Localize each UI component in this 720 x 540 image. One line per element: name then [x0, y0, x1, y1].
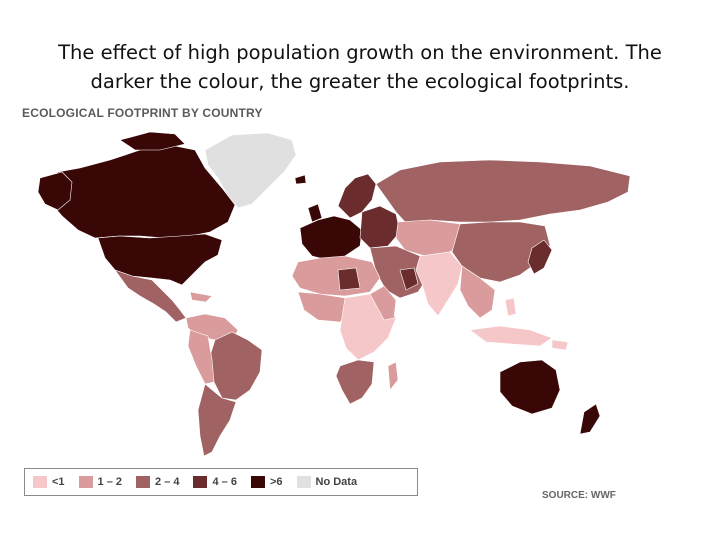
region-south-asia [415, 251, 463, 317]
legend-label: >6 [269, 476, 283, 488]
legend-label: <1 [52, 476, 65, 488]
region-indonesia [469, 325, 553, 347]
region-iceland [294, 174, 307, 185]
legend-item-gt6: >6 [250, 476, 283, 488]
region-eastern-europe [359, 205, 401, 249]
region-new-zealand [579, 403, 601, 435]
legend-swatch [193, 476, 208, 488]
region-north-africa [291, 255, 381, 297]
region-southeast-asia [459, 265, 496, 319]
region-caribbean [189, 291, 213, 303]
legend-label: 2 – 4 [155, 476, 180, 488]
region-greenland [204, 132, 297, 209]
region-southern-africa [335, 359, 375, 405]
map-source: SOURCE: WWF [542, 490, 616, 501]
region-canada [44, 144, 236, 239]
legend-item-1-2: 1 – 2 [78, 476, 123, 488]
region-japan [527, 239, 553, 275]
region-madagascar [387, 361, 399, 391]
region-gulf [399, 267, 419, 291]
region-arctic-islands [119, 131, 186, 151]
region-east-africa [369, 285, 397, 321]
region-russia [375, 159, 631, 223]
region-brazil [207, 331, 263, 401]
legend-swatch [136, 476, 151, 488]
legend-swatch [296, 476, 311, 488]
region-western-europe [299, 215, 363, 261]
map-title: ECOLOGICAL FOOTPRINT BY COUNTRY [22, 106, 263, 120]
legend-swatch [78, 476, 93, 488]
region-australia [499, 359, 561, 415]
legend-swatch [33, 476, 47, 488]
legend-item-4-6: 4 – 6 [193, 476, 237, 488]
legend-label: No Data [315, 476, 358, 488]
region-southern-cone [197, 383, 237, 457]
map-legend: <1 1 – 2 2 – 4 4 – 6 >6 No Data [24, 468, 418, 496]
region-andes [187, 329, 215, 385]
legend-swatch [250, 476, 265, 488]
legend-item-lt1: <1 [33, 476, 65, 488]
legend-item-no-data: No Data [296, 476, 358, 488]
region-philippines [504, 297, 517, 317]
caption-line-1: The effect of high population growth on … [58, 41, 662, 64]
legend-label: 4 – 6 [212, 476, 237, 488]
region-alaska [37, 171, 73, 211]
region-usa [97, 233, 223, 286]
legend-item-2-4: 2 – 4 [136, 476, 179, 488]
legend-label: 1 – 2 [97, 476, 123, 488]
slide-caption: The effect of high population growth on … [40, 38, 680, 96]
caption-line-2: darker the colour, the greater the ecolo… [90, 70, 630, 93]
region-papua [551, 339, 569, 351]
region-libya [337, 267, 361, 291]
region-uk [307, 203, 323, 223]
